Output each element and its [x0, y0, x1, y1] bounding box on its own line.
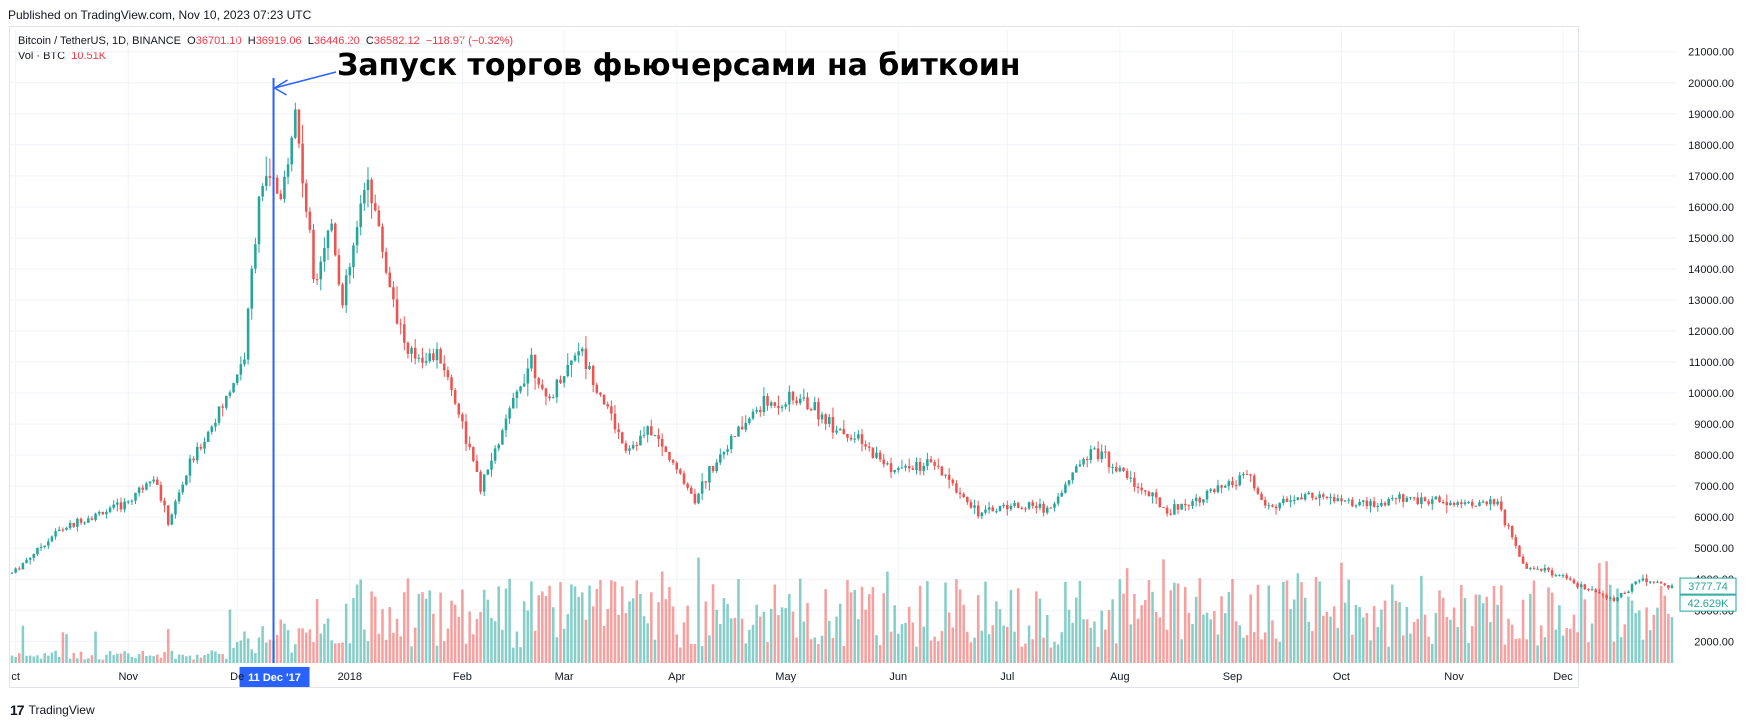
candle-body: [1638, 580, 1641, 582]
candle-body: [1583, 584, 1587, 590]
volume-bar: [1645, 607, 1648, 663]
volume-bar: [1638, 610, 1641, 663]
footer: 17 TradingView: [10, 702, 95, 718]
legend-vol-label: Vol · BTC: [18, 50, 66, 62]
price-tick-label: 17000.00: [1688, 171, 1734, 183]
volume-bar: [1587, 642, 1590, 663]
candle-body: [1659, 581, 1663, 584]
volume-bar: [1605, 561, 1608, 663]
candle-body: [1641, 578, 1645, 581]
price-tick-label: 15000.00: [1688, 233, 1734, 245]
last-volume-badge: [1679, 594, 1737, 612]
price-tick-label: 3000.00: [1694, 605, 1734, 617]
chart-legend: Bitcoin / TetherUS, 1D, BINANCE O36701.1…: [18, 34, 513, 64]
volume-bar: [1670, 617, 1674, 663]
volume-bar: [1663, 595, 1667, 663]
price-tick-label: 13000.00: [1688, 295, 1734, 307]
legend-l-label: L: [307, 35, 314, 47]
price-tick-label: 19000.00: [1688, 109, 1734, 121]
candle-body: [1623, 592, 1627, 594]
price-tick-label: 11000.00: [1689, 357, 1734, 369]
volume-bar: [1634, 612, 1637, 663]
legend-o-label: O: [187, 35, 196, 47]
candle-body: [1608, 597, 1612, 599]
candle-body: [1656, 581, 1659, 583]
volume-bar: [1659, 585, 1663, 663]
candle-body: [1616, 597, 1619, 601]
price-axis: 2000.00 3000.00 4000.00 5000.00 6000.00 7000.…: [1679, 47, 1737, 648]
price-tick-label: 16000.00: [1688, 202, 1734, 214]
volume-bar: [1627, 596, 1630, 663]
candle-body: [1601, 593, 1605, 595]
candle-body: [1590, 589, 1594, 591]
price-tick-label: 10000.00: [1688, 388, 1734, 400]
candle-body: [1579, 584, 1583, 588]
last-price-label: 3777.74: [1688, 581, 1728, 593]
legend-open: 36701.10: [195, 35, 242, 47]
candle-body: [1587, 589, 1590, 591]
candle-body: [1612, 597, 1616, 601]
tradingview-logo-icon: 17: [10, 702, 25, 718]
legend-change: −118.97 (−0.32%): [425, 35, 514, 47]
candle-body: [1670, 585, 1674, 588]
candle-body: [1619, 592, 1623, 598]
price-tick-label: 21000.00: [1688, 47, 1734, 59]
price-tick-label: 14000.00: [1688, 264, 1734, 276]
candle-body: [1598, 592, 1601, 594]
price-tick-label: 12000.00: [1688, 326, 1734, 338]
volume-bar: [1656, 607, 1659, 663]
price-tick-label: 20000.00: [1688, 78, 1734, 90]
legend-symbol: Bitcoin / TetherUS, 1D, BINANCE: [18, 35, 182, 47]
candle-body: [1605, 594, 1608, 599]
volume-bar: [1616, 588, 1619, 663]
price-tick-label: 4000.00: [1694, 574, 1734, 586]
candle-body: [1634, 581, 1637, 585]
candle-body: [1627, 591, 1630, 593]
legend-h-label: H: [247, 35, 256, 47]
legend-close: 36582.12: [373, 35, 420, 47]
candle-body: [1594, 589, 1597, 593]
volume-bar: [1652, 614, 1656, 663]
last-volume-label: 42.629K: [1688, 598, 1730, 610]
candle-body: [1630, 584, 1634, 592]
legend-high: 36919.06: [255, 35, 302, 47]
candle-body: [1648, 581, 1652, 583]
candle-body: [1645, 578, 1648, 583]
price-tick-label: 6000.00: [1694, 512, 1734, 524]
price-tick-label: 5000.00: [1694, 543, 1734, 555]
volume-bar: [1608, 584, 1612, 663]
volume-bar: [1619, 637, 1623, 663]
annotation-text: Запуск торгов фьючерсами на биткоин: [337, 48, 1021, 83]
price-tick-label: 9000.00: [1694, 419, 1734, 431]
volume-bar: [1612, 641, 1616, 663]
volume-bar: [1623, 624, 1627, 663]
legend-volume: Vol · BTC 10.51K: [18, 49, 513, 64]
price-tick-label: 2000.00: [1694, 636, 1734, 648]
volume-bar: [1630, 600, 1634, 663]
volume-bar: [1648, 630, 1652, 663]
price-tick-label: 8000.00: [1694, 450, 1734, 462]
candle-body: [1663, 583, 1667, 586]
volume-bar: [1598, 563, 1601, 663]
candle-body: [1652, 581, 1656, 583]
volume-bar: [1590, 623, 1594, 663]
candle-body: [1667, 585, 1670, 588]
volume-bar: [1601, 594, 1605, 663]
legend-c-label: C: [365, 35, 374, 47]
volume-bar: [1583, 599, 1587, 663]
volume-bar: [1594, 589, 1597, 663]
last-price-badge: [1679, 577, 1737, 595]
legend-ohlc: Bitcoin / TetherUS, 1D, BINANCE O36701.1…: [18, 34, 513, 49]
published-line: Published on TradingView.com, Nov 10, 20…: [8, 8, 312, 22]
legend-vol-value: 10.51K: [71, 50, 107, 62]
volume-bar: [1579, 588, 1583, 663]
price-tick-label: 7000.00: [1694, 481, 1734, 493]
volume-bar: [1641, 639, 1645, 663]
footer-brand: TradingView: [28, 703, 95, 717]
volume-bar: [1667, 613, 1670, 663]
chart-frame[interactable]: [9, 26, 1579, 688]
legend-low: 36446.20: [313, 35, 360, 47]
price-tick-label: 18000.00: [1688, 140, 1734, 152]
